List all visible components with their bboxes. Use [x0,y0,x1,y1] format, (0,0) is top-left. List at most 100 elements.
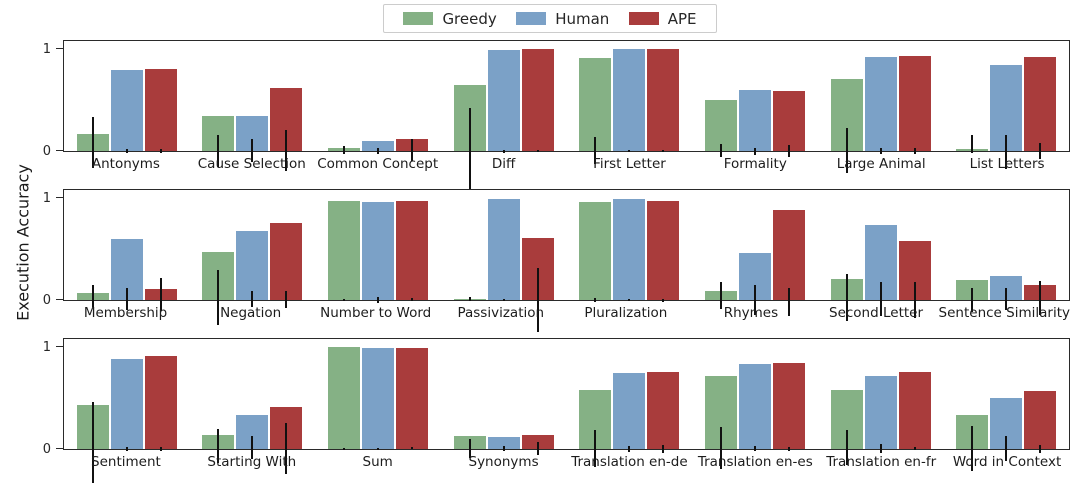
category-label: Antonyms [91,156,160,172]
bar-human [236,230,269,308]
bar-ape [772,210,805,317]
bar-ape [521,434,554,456]
error-bar [125,446,128,452]
bar-group [64,41,190,169]
error-bar [468,438,471,459]
subplot-row-3 [63,338,1070,483]
greedy-swatch-icon [403,12,434,25]
bar-group [818,339,944,466]
bar-greedy [453,435,486,459]
error-bar [594,136,597,165]
bar-ape [144,356,177,452]
error-bar [719,281,722,310]
y-tick-mark [56,447,63,450]
error-bar [502,445,505,452]
human-swatch-icon [516,12,547,25]
error-bar [285,422,288,475]
bar-group [315,190,441,304]
error-bar [343,448,346,451]
bar-greedy [453,296,486,302]
bar-human [487,199,520,302]
bar-ape [521,237,554,332]
bar-greedy [704,375,737,470]
legend-item-greedy: Greedy [403,10,497,28]
y-tick-mark [56,149,63,152]
y-tick-label: 0 [42,441,51,457]
error-bar [594,429,597,468]
error-bar [251,435,254,460]
error-bar [971,425,974,472]
bar-group [818,190,944,322]
bar-group [441,339,567,459]
bar-ape [1024,280,1057,316]
error-bar [879,281,882,317]
bar-group [567,339,693,468]
bar-human [864,57,897,155]
bar-ape [772,363,805,452]
error-bar [753,284,756,316]
category-label: Diff [491,156,516,172]
bar-group [943,190,1069,316]
error-bar [662,444,665,454]
bar-greedy [830,273,863,322]
bar-ape [898,56,931,155]
category-label: Translation en-de [571,454,688,470]
y-tick-label: 1 [42,41,51,57]
bar-group [64,339,190,483]
category-label: Rhymes [723,305,779,321]
bar-group [315,339,441,451]
category-label: Large Animal [836,156,926,172]
bar-group [441,190,567,332]
bar-group [692,41,818,158]
bar-human [110,359,143,452]
bar-ape [144,68,177,154]
bar-group [818,41,944,174]
error-bar [377,447,380,451]
error-bar [787,287,790,317]
bar-greedy [76,284,109,308]
bar-ape [647,49,680,153]
error-bar [628,445,631,453]
category-label: Starting With [207,454,297,470]
category-label: Word in Context [952,454,1062,470]
bar-human [738,364,771,452]
error-bar [1005,287,1008,311]
y-tick-mark [56,196,63,199]
error-bar [377,296,380,304]
error-bar [913,446,916,451]
error-bar [91,402,94,483]
error-bar [628,298,631,302]
bar-greedy [830,389,863,466]
error-bar [91,284,94,308]
category-label: Passivization [457,305,545,321]
bar-ape [647,371,680,454]
bar-groups [64,339,1069,483]
bar-human [613,372,646,453]
category-label: Pluralization [584,305,668,321]
bar-greedy [830,78,863,174]
bar-greedy [328,201,361,302]
bar-human [110,69,143,154]
y-tick-label: 1 [42,190,51,206]
error-bar [719,426,722,470]
error-bar [536,150,539,153]
bar-human [990,275,1023,311]
bar-greedy [202,252,235,326]
legend-item-ape: APE [628,10,697,28]
category-label: Common Concept [317,156,439,172]
error-bar [913,147,916,155]
error-bar [594,297,597,303]
bar-human [613,199,646,302]
bar-human [990,398,1023,462]
ape-swatch-icon [628,12,659,25]
bar-groups [64,190,1069,332]
bar-group [692,190,818,317]
error-bar [251,138,254,163]
error-bar [1005,435,1008,462]
bar-ape [772,90,805,158]
category-label: Number to Word [320,305,432,321]
bar-greedy [579,202,612,303]
legend: Greedy Human APE [383,4,717,33]
error-bar [879,443,882,454]
bar-greedy [76,117,109,169]
